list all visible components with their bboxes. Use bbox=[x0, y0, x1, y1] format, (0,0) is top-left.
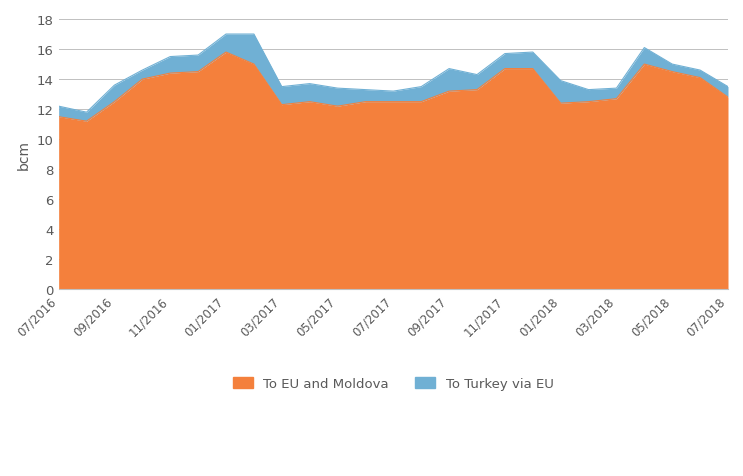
Y-axis label: bcm: bcm bbox=[17, 140, 31, 170]
Legend: To EU and Moldova, To Turkey via EU: To EU and Moldova, To Turkey via EU bbox=[227, 370, 560, 397]
